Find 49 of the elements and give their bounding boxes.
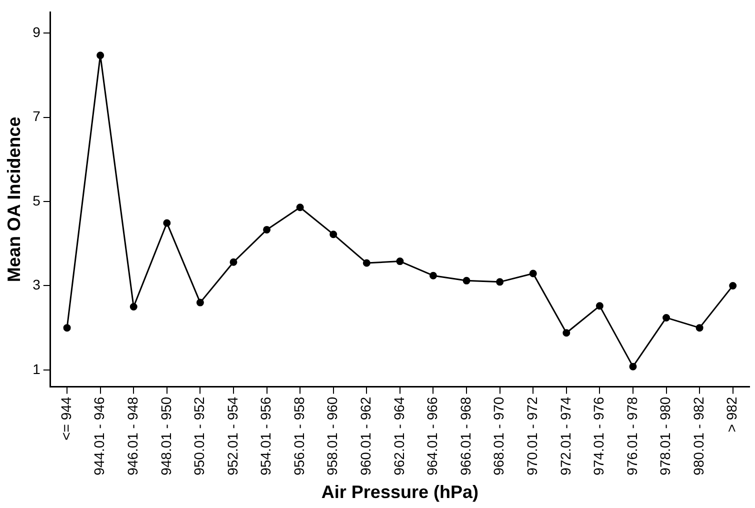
point [296,204,304,212]
point [396,258,404,266]
x-tick-label: 970.01 - 972 [524,396,540,476]
y-tick-label: 5 [32,192,41,208]
y-tick-label: 3 [32,276,41,293]
x-tick-label: 948.01 - 950 [158,396,174,476]
point [729,282,737,290]
x-axis-title: Air Pressure (hPa) [321,482,478,502]
point [362,259,370,267]
point [562,329,570,337]
x-tick-label: 968.01 - 970 [490,396,507,476]
point [263,226,271,234]
point [230,258,238,266]
point [529,270,537,278]
point [696,324,704,332]
x-tick-label: 972.01 - 974 [557,396,574,476]
x-tick-label: 960.01 - 962 [358,396,374,476]
y-tick-label: 1 [32,360,41,377]
point [163,219,171,227]
x-tick-label: 952.01 - 954 [224,396,240,476]
point [330,230,338,238]
y-axis-title: Mean OA Incidence [4,116,24,282]
point [429,272,437,280]
x-tick-label: 962.01 - 964 [390,396,407,476]
x-tick-label: 958.01 - 960 [324,396,340,476]
point [130,303,138,311]
point [462,276,470,284]
point [629,362,637,370]
point [63,324,71,332]
point [196,298,204,306]
x-tick-label: 976.01 - 978 [624,396,640,476]
x-tick-label: 980.01 - 982 [690,396,706,476]
point [596,302,604,310]
x-tick-label: 956.01 - 958 [290,396,307,476]
point [496,278,504,286]
y-tick-label: 9 [32,24,41,40]
point [662,314,670,322]
x-tick-label: 964.01 - 966 [424,396,440,476]
x-tick-label: > 982 [724,396,740,432]
x-tick-label: <= 944 [58,396,74,440]
x-tick-label: 944.01 - 946 [91,396,108,476]
x-tick-label: 974.01 - 976 [590,396,607,476]
x-tick-label: 950.01 - 952 [191,396,208,476]
point [96,52,104,60]
x-tick-label: 954.01 - 956 [258,396,274,476]
x-tick-label: 966.01 - 968 [457,396,474,476]
y-tick-label: 7 [32,108,41,124]
x-tick-label: 978.01 - 980 [657,396,674,476]
x-tick-label: 946.01 - 948 [124,396,140,476]
